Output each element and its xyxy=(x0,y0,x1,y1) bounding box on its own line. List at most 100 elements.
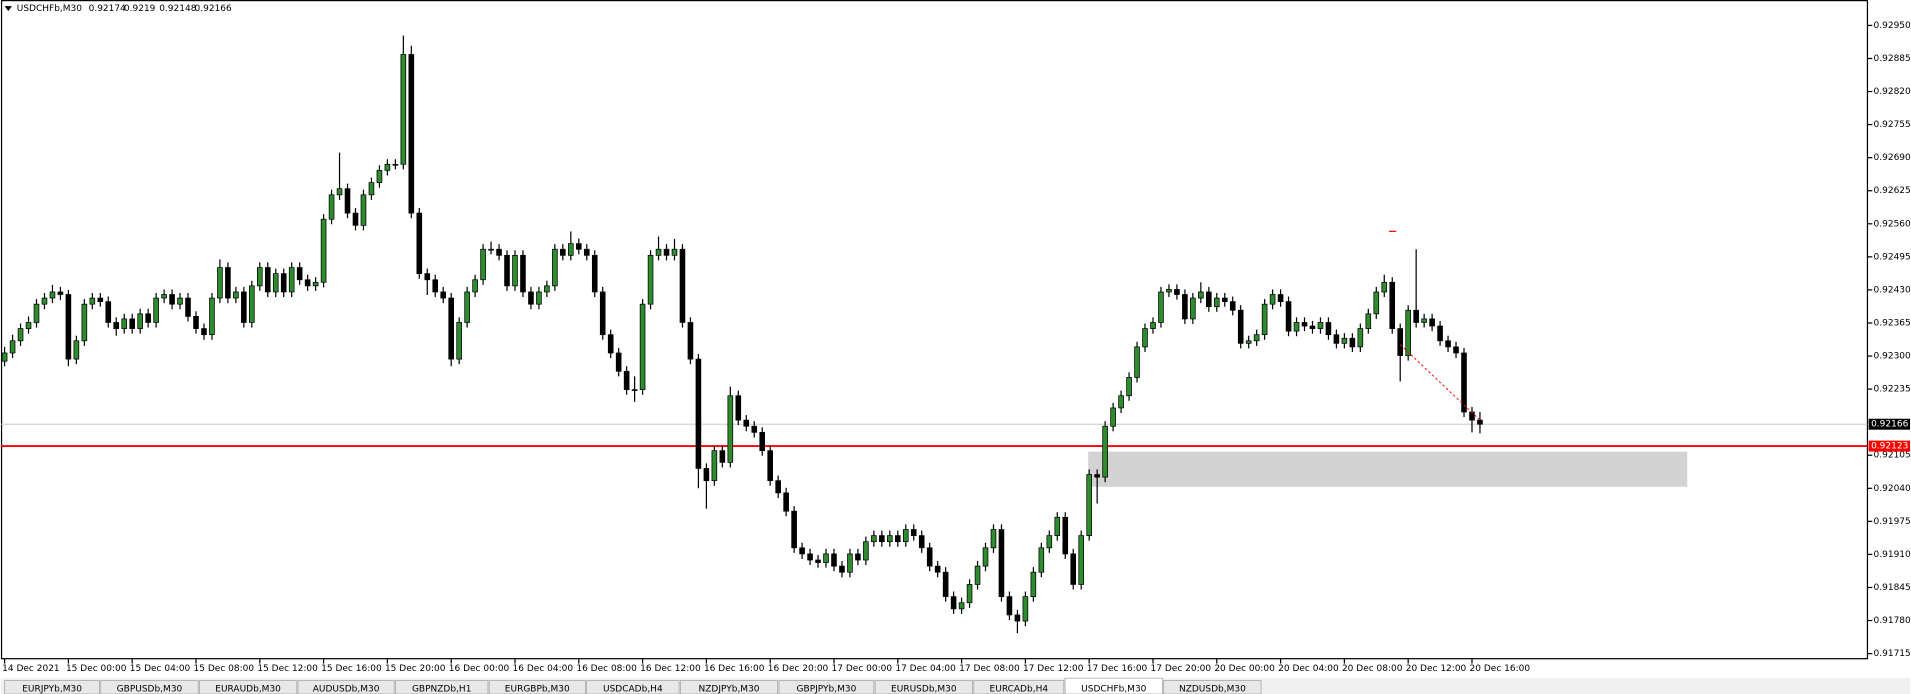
tab-label[interactable]: EURJPYb,M30 xyxy=(22,685,82,694)
candle-body xyxy=(1285,301,1292,332)
candle-body xyxy=(209,297,215,336)
tab[interactable] xyxy=(297,680,395,694)
x-tick-label: 15 Dec 08:00 xyxy=(194,664,255,674)
y-tick-label: 0.92625 xyxy=(1874,186,1911,196)
tab-label[interactable]: USDCHFb,M30 xyxy=(1081,685,1147,694)
candle-body xyxy=(918,535,925,549)
tab-label[interactable]: GBPNZDb,H1 xyxy=(412,685,471,694)
candle-body xyxy=(296,267,303,281)
candle-body xyxy=(544,285,550,293)
candle-body xyxy=(639,303,646,390)
tab-label[interactable]: EURAUDb,M30 xyxy=(215,685,281,694)
candle-body xyxy=(679,248,686,323)
x-tick-label: 17 Dec 08:00 xyxy=(959,664,1020,674)
tab[interactable] xyxy=(488,680,586,694)
x-tick-label: 15 Dec 04:00 xyxy=(130,664,191,674)
candle-body xyxy=(360,194,367,226)
candle-body xyxy=(1221,297,1228,302)
candle-body xyxy=(1277,294,1284,302)
candle-body xyxy=(320,218,327,283)
tab-label[interactable]: GBPJPYb,M30 xyxy=(797,685,857,694)
candle-body xyxy=(982,547,989,567)
tab[interactable] xyxy=(1064,677,1163,694)
header-close: 0.92166 xyxy=(195,4,232,14)
candle-body xyxy=(1237,309,1244,344)
menu-arrow[interactable] xyxy=(4,6,12,11)
y-tick-label: 0.91780 xyxy=(1874,616,1911,626)
x-tick-label: 17 Dec 16:00 xyxy=(1087,664,1148,674)
candle-body xyxy=(384,163,391,171)
candle-body xyxy=(1126,377,1132,397)
x-tick-label: 17 Dec 12:00 xyxy=(1023,664,1084,674)
candle-body xyxy=(1389,281,1396,329)
candle-body xyxy=(456,322,462,360)
header-high: 0.9219 xyxy=(124,4,156,14)
candle-body xyxy=(504,254,510,287)
candle-body xyxy=(568,243,574,256)
tab-label[interactable]: USDCADb,H4 xyxy=(603,685,663,694)
candle-body xyxy=(177,297,183,305)
candle-body xyxy=(328,194,335,220)
candle-body xyxy=(591,254,598,293)
candle-body xyxy=(448,297,454,360)
candle-body xyxy=(663,248,670,256)
x-tick-label: 20 Dec 08:00 xyxy=(1342,664,1403,674)
tab[interactable] xyxy=(874,680,973,694)
tab-label[interactable]: NZDJPYb,M30 xyxy=(699,685,760,694)
candle-body xyxy=(440,291,447,299)
tab-label[interactable]: EURUSDb,M30 xyxy=(891,685,957,694)
candle-body xyxy=(1198,291,1204,299)
candle-body xyxy=(1269,294,1276,305)
tab[interactable] xyxy=(1163,680,1262,694)
tab[interactable] xyxy=(199,680,298,694)
candle-body xyxy=(1142,328,1148,348)
candle-body xyxy=(1206,291,1212,308)
candle-body xyxy=(1078,535,1085,585)
candle-body xyxy=(512,254,518,287)
candle-body xyxy=(256,267,263,287)
candle-body xyxy=(926,547,933,567)
tab[interactable] xyxy=(586,680,680,694)
candle-body xyxy=(1373,291,1380,315)
candle-body xyxy=(695,358,702,469)
candle-body xyxy=(528,291,534,305)
candle-body xyxy=(1469,411,1475,421)
candle-body xyxy=(1046,535,1053,549)
candle-body xyxy=(1158,291,1164,323)
candle-body xyxy=(910,529,917,536)
x-tick-label: 16 Dec 12:00 xyxy=(640,664,701,674)
candle-body xyxy=(121,318,128,329)
candle-body xyxy=(536,291,542,305)
candle-body xyxy=(1086,474,1092,536)
candle-body xyxy=(759,431,766,452)
candle-body xyxy=(480,248,486,281)
tab[interactable] xyxy=(778,680,875,694)
candle-body xyxy=(1030,571,1037,598)
candle-body xyxy=(416,212,423,275)
tab[interactable] xyxy=(395,680,489,694)
tab[interactable] xyxy=(4,680,100,694)
tab-label[interactable]: NZDUSDb,M30 xyxy=(1179,685,1246,694)
tab-label[interactable]: GBPUSDb,M30 xyxy=(117,685,183,694)
tab[interactable] xyxy=(679,680,779,694)
header-open: 0.92174 xyxy=(89,4,126,14)
candle-body xyxy=(9,340,16,354)
candle-body xyxy=(161,294,167,299)
candle-body xyxy=(424,273,431,281)
tab-label[interactable]: EURCADb,H4 xyxy=(990,685,1049,694)
candle-body xyxy=(647,254,654,305)
tab-label[interactable]: EURGBPb,M30 xyxy=(505,685,570,694)
tab[interactable] xyxy=(973,680,1065,694)
candle-body xyxy=(392,163,399,166)
candle-body xyxy=(201,328,207,336)
candle-body xyxy=(655,248,662,256)
candle-body xyxy=(839,565,845,573)
candle-body xyxy=(25,322,32,329)
candle-body xyxy=(288,267,295,293)
candle-body xyxy=(958,602,965,610)
tab[interactable] xyxy=(100,680,199,694)
tab-label[interactable]: AUDUSDb,M30 xyxy=(313,685,380,694)
x-tick-label: 15 Dec 20:00 xyxy=(385,664,446,674)
candle-body xyxy=(400,54,407,165)
candle-body xyxy=(1166,289,1172,293)
